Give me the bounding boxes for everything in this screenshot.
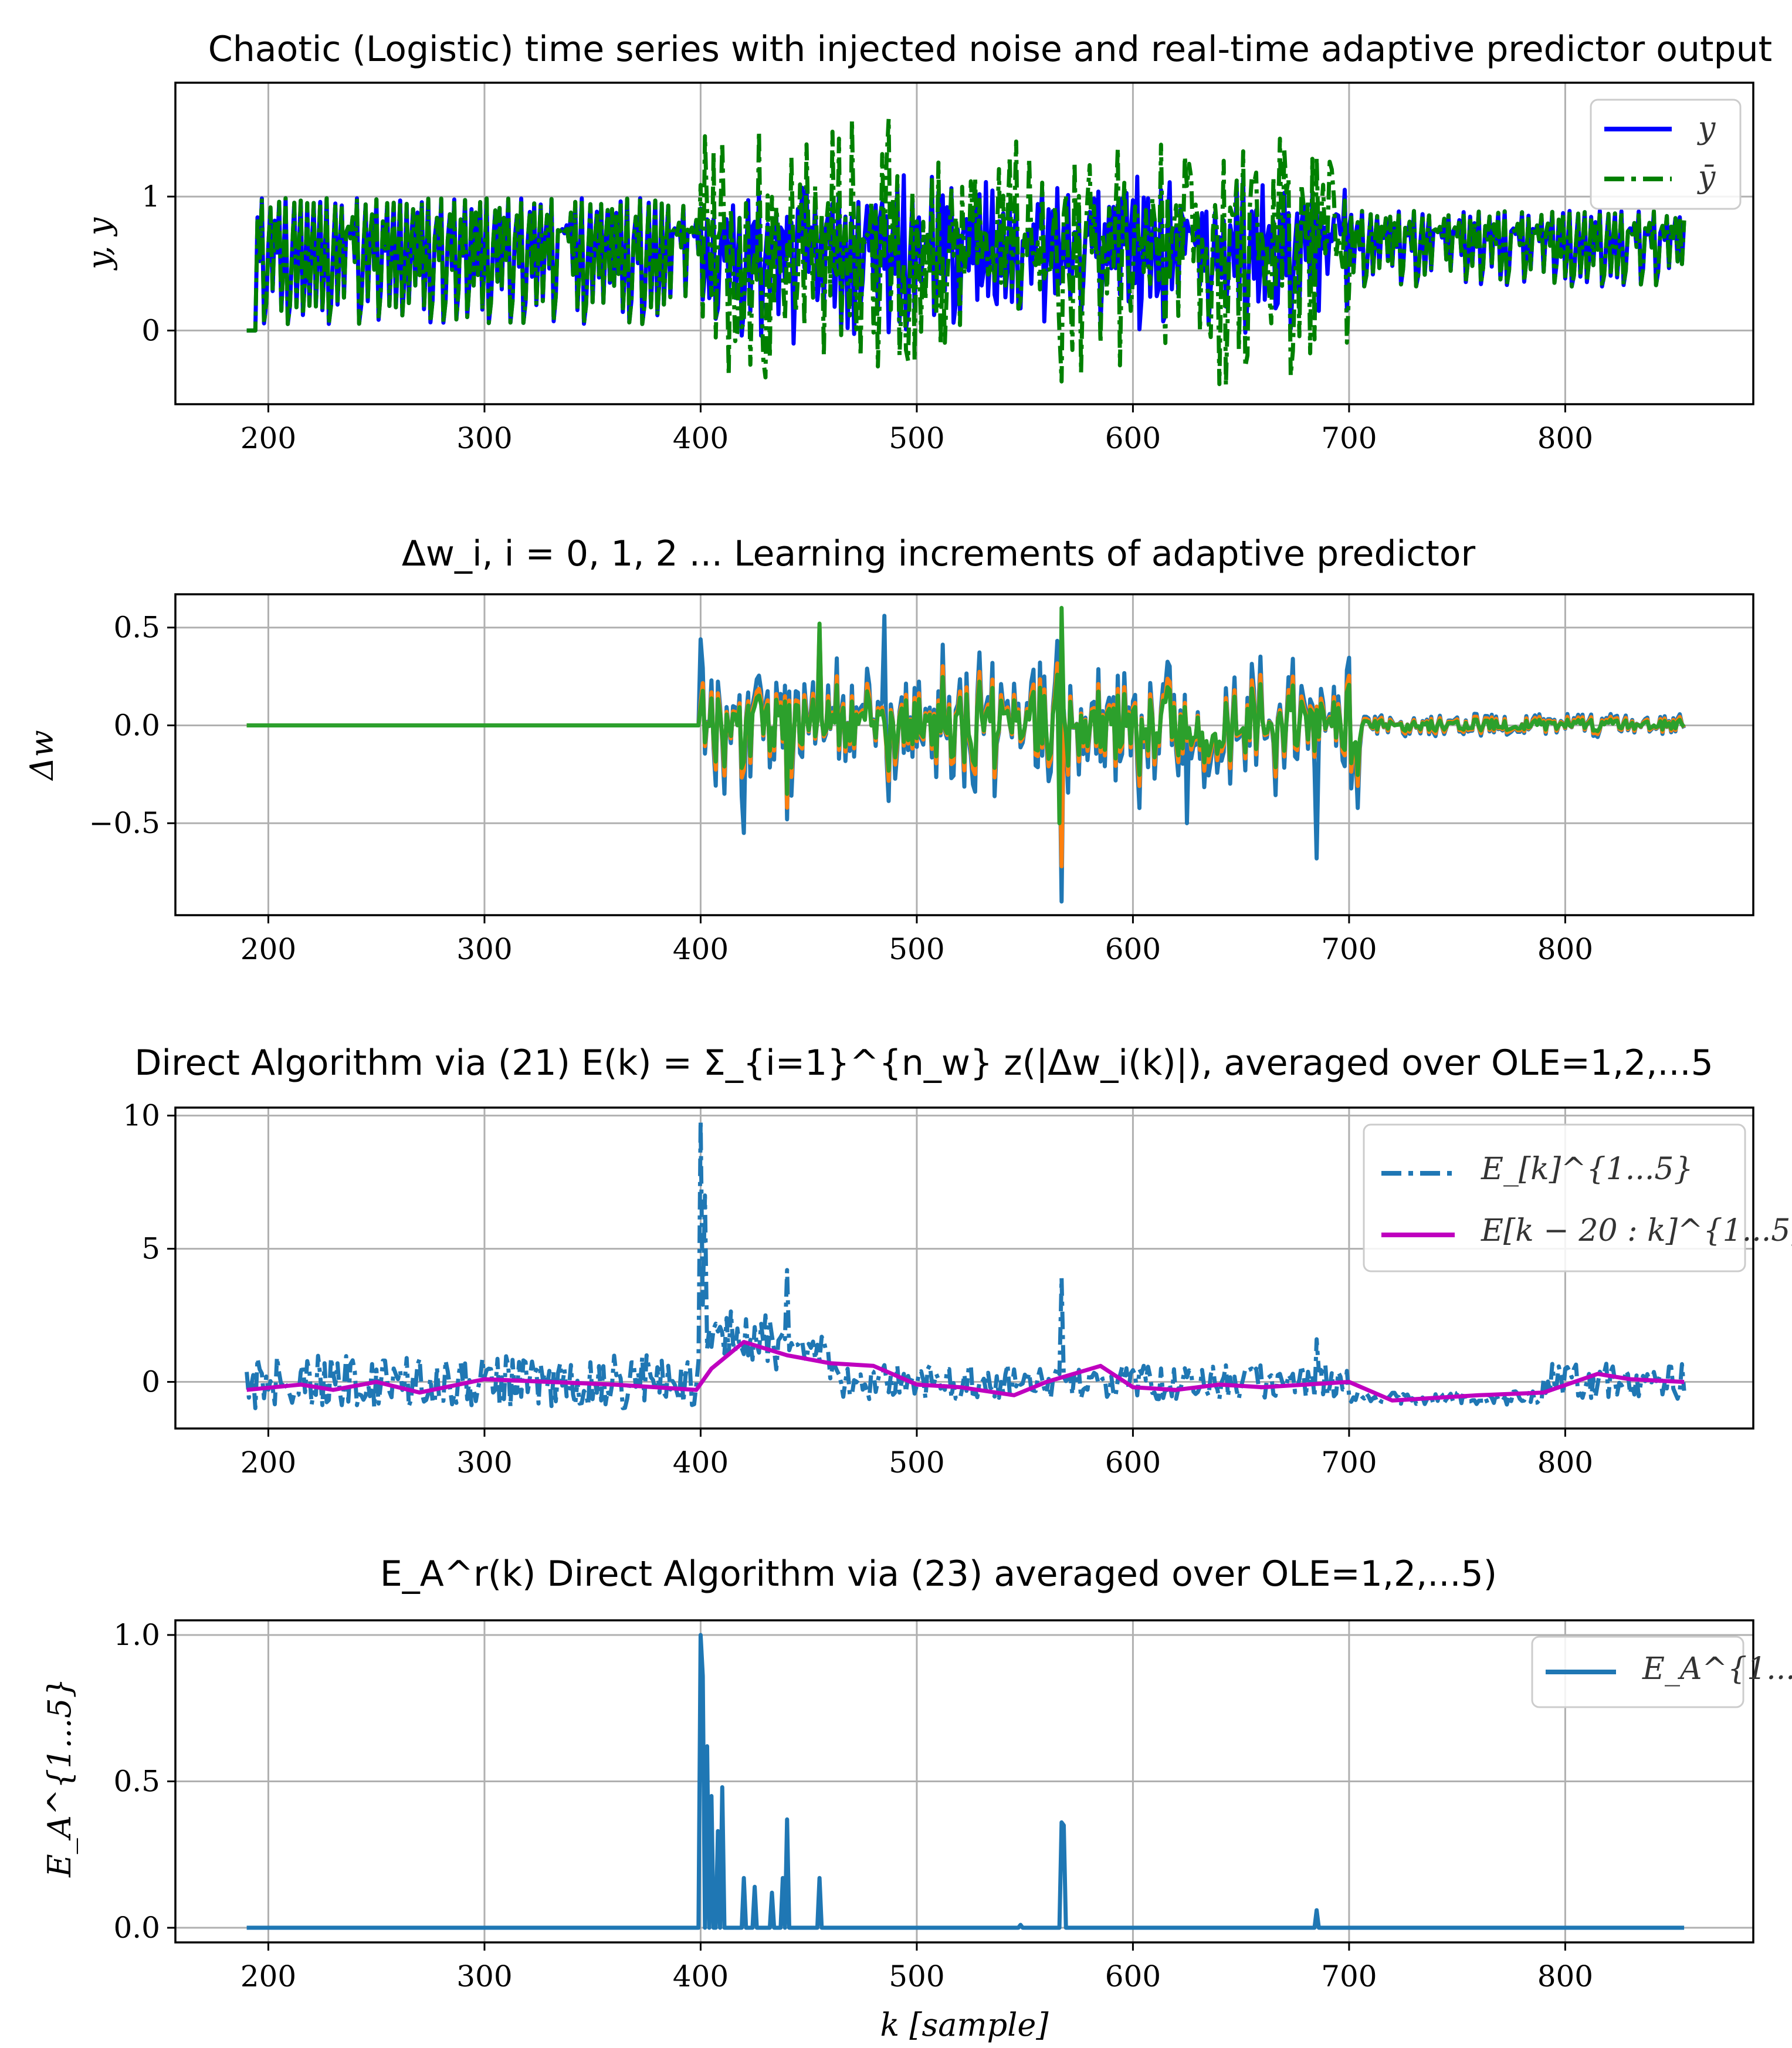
panel-2-title: Δw_i, i = 0, 1, 2 ... Learning increment…: [402, 533, 1476, 574]
panel-3-axes-frame: [174, 1106, 1754, 1430]
series-line-3-2: [246, 1340, 1685, 1403]
series-line-3-1: [245, 1119, 1686, 1410]
panel-3-ticks: 200 300 400 500 600 700 800 10 5 0: [123, 1099, 1593, 1480]
x-tick-label: 400: [673, 1959, 729, 1993]
y-tick-label: 0.0: [113, 708, 160, 742]
legend-label-Eavg: E[k − 20 : k]^{1...5}: [1481, 1213, 1792, 1248]
panel-2: Δw_i, i = 0, 1, 2 ... Learning increment…: [23, 533, 1754, 966]
x-tick-label: 700: [1321, 1446, 1377, 1480]
x-tick-label: 600: [1105, 1446, 1161, 1480]
series-line-1-2: [246, 117, 1686, 388]
x-tick-label: 800: [1537, 932, 1593, 966]
panel-1-series: [246, 117, 1686, 388]
y-tick-label: 0.5: [113, 611, 160, 645]
legend-label-E: E_[k]^{1...5}: [1481, 1152, 1693, 1187]
panel-4: E_A^r(k) Direct Algorithm via (23) avera…: [41, 1553, 1792, 2043]
panel-2-ticks: 200 300 400 500 600 700 800 0.5 0.0 −0.5: [89, 611, 1594, 966]
panel-1: Chaotic (Logistic) time series with inje…: [81, 29, 1772, 455]
panel-1-ticks: 200 300 400 500 600 700 800 0 1: [141, 180, 1593, 455]
x-tick-label: 400: [673, 1446, 729, 1480]
y-tick-label: 0.5: [113, 1765, 160, 1799]
x-tick-label: 600: [1105, 932, 1161, 966]
series-line-2-3: [246, 605, 1686, 825]
y-tick-label: 0.0: [113, 1911, 160, 1945]
panel-1-title: Chaotic (Logistic) time series with inje…: [208, 29, 1772, 70]
x-tick-label: 300: [456, 1959, 512, 1993]
legend-label-ybar: ȳ: [1697, 160, 1716, 195]
x-tick-label: 600: [1105, 421, 1161, 455]
legend-box: [1590, 99, 1742, 210]
panel-4-ticks: 200 300 400 500 600 700 800 1.0 0.5 0.0: [113, 1618, 1593, 1993]
panel-4-xlabel: k [sample]: [880, 2006, 1049, 2043]
x-tick-label: 500: [889, 421, 944, 455]
panel-4-series: [246, 1633, 1685, 1930]
legend-box: [1363, 1123, 1746, 1272]
panel-1-ylabel: y, y: [81, 216, 118, 270]
x-tick-label: 500: [889, 932, 944, 966]
x-tick-label: 800: [1537, 1446, 1593, 1480]
x-tick-label: 500: [889, 1959, 944, 1993]
x-tick-label: 500: [889, 1446, 944, 1480]
x-tick-label: 200: [240, 1446, 296, 1480]
series-line-4-1: [246, 1633, 1685, 1930]
y-tick-label: 10: [123, 1099, 160, 1133]
panel-3-series: [245, 1119, 1686, 1410]
x-tick-label: 800: [1537, 1959, 1593, 1993]
panel-3: Direct Algorithm via (21) E(k) = Σ_{i=1}…: [123, 1042, 1792, 1480]
x-tick-label: 200: [240, 1959, 296, 1993]
legend-label-EA: E_A^{1...5}: [1642, 1651, 1792, 1687]
x-tick-label: 200: [240, 421, 296, 455]
panel-3-legend: E_[k]^{1...5} E[k − 20 : k]^{1...5}: [1363, 1123, 1792, 1272]
panel-1-legend: y ȳ: [1590, 99, 1742, 210]
x-tick-label: 300: [456, 932, 512, 966]
x-tick-label: 800: [1537, 421, 1593, 455]
y-tick-label: −0.5: [89, 806, 160, 840]
panel-2-series: [246, 605, 1686, 904]
x-tick-label: 700: [1321, 421, 1377, 455]
x-tick-label: 700: [1321, 1959, 1377, 1993]
y-tick-label: 1.0: [113, 1618, 160, 1652]
panel-4-legend: E_A^{1...5}: [1531, 1636, 1792, 1708]
legend-box: [1531, 1636, 1744, 1708]
panel-1-axes-frame: [174, 82, 1754, 405]
x-tick-label: 700: [1321, 932, 1377, 966]
panel-4-title: E_A^r(k) Direct Algorithm via (23) avera…: [380, 1553, 1497, 1595]
panel-2-axes-frame: [174, 593, 1754, 916]
y-tick-label: 1: [141, 180, 160, 214]
x-tick-label: 200: [240, 932, 296, 966]
panel-2-ylabel: Δw: [23, 730, 60, 781]
y-tick-label: 0: [141, 313, 160, 347]
panel-4-grid: [175, 1620, 1753, 1942]
x-tick-label: 600: [1105, 1959, 1161, 1993]
legend-label-y: y: [1697, 111, 1716, 146]
y-tick-label: 0: [141, 1365, 160, 1399]
y-tick-label: 5: [141, 1232, 160, 1266]
panel-3-title: Direct Algorithm via (21) E(k) = Σ_{i=1}…: [134, 1042, 1713, 1084]
x-tick-label: 300: [456, 1446, 512, 1480]
x-tick-label: 300: [456, 421, 512, 455]
panel-4-ylabel: E_A^{1...5}: [41, 1678, 78, 1878]
x-tick-label: 400: [673, 932, 729, 966]
x-tick-label: 400: [673, 421, 729, 455]
